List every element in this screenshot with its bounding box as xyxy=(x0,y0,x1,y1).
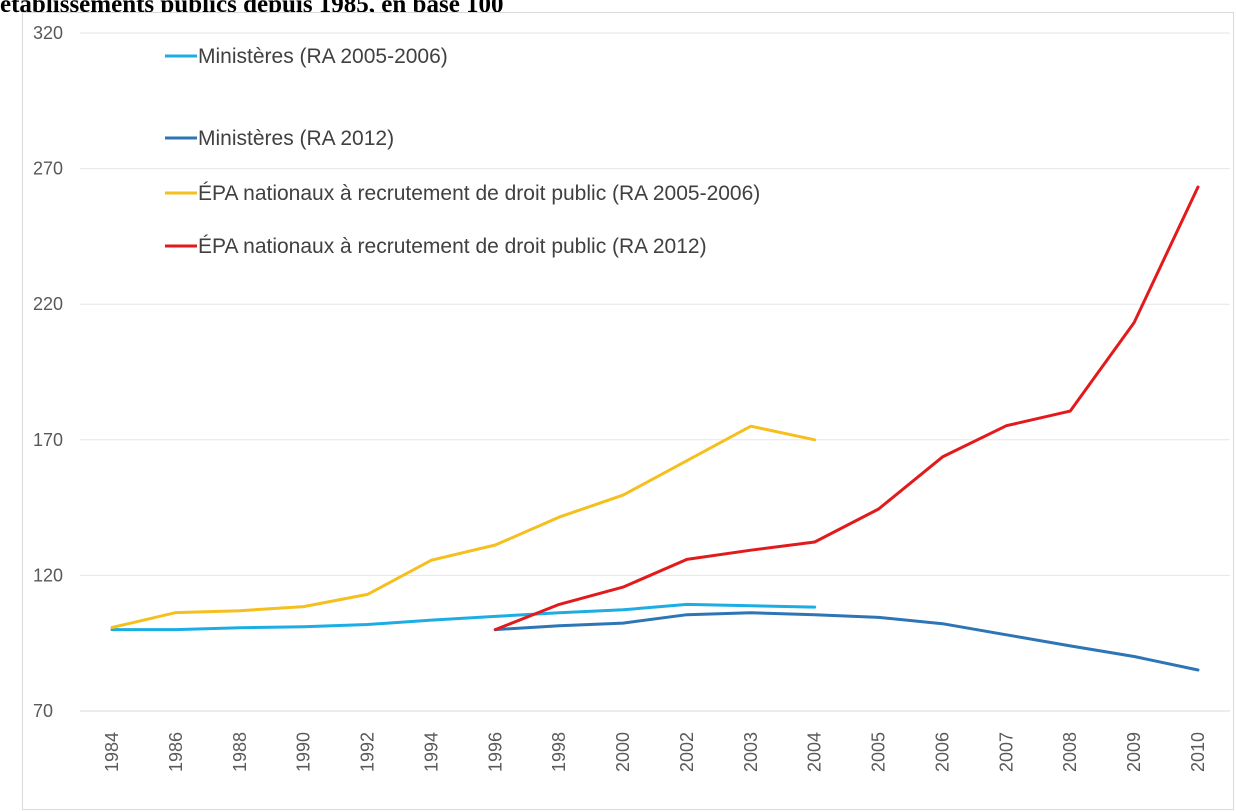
x-tick-label-2003: 2003 xyxy=(741,732,761,772)
y-tick-label-70: 70 xyxy=(33,701,53,721)
y-tick-label-170: 170 xyxy=(33,430,63,450)
legend-label-2: Ministères (RA 2012) xyxy=(198,127,394,150)
legend-label-4: ÉPA nationaux à recrutement de droit pub… xyxy=(198,235,707,258)
chart-frame xyxy=(22,12,1234,810)
legend-label-3: ÉPA nationaux à recrutement de droit pub… xyxy=(198,182,760,205)
y-tick-label-270: 270 xyxy=(33,159,63,179)
series-lines xyxy=(110,185,1200,672)
grid-lines xyxy=(80,32,1230,712)
x-tick-label-1998: 1998 xyxy=(549,732,569,772)
y-tick-label-220: 220 xyxy=(33,294,63,314)
series-line-3 xyxy=(110,424,817,629)
x-tick-label-1992: 1992 xyxy=(358,732,378,772)
x-tick-label-2008: 2008 xyxy=(1060,732,1080,772)
x-tick-label-2000: 2000 xyxy=(613,732,633,772)
x-tick-label-2004: 2004 xyxy=(805,732,825,772)
x-tick-label-1990: 1990 xyxy=(294,732,314,772)
x-tick-label-2005: 2005 xyxy=(869,732,889,772)
x-tick-label-2006: 2006 xyxy=(932,732,952,772)
x-tick-label-2002: 2002 xyxy=(677,732,697,772)
x-tick-label-1984: 1984 xyxy=(102,732,122,772)
x-tick-label-1996: 1996 xyxy=(485,732,505,772)
x-tick-label-2010: 2010 xyxy=(1188,732,1208,772)
y-tick-label-120: 120 xyxy=(33,565,63,585)
x-axis-ticks: 1984 1986 1988 1990 1992 1994 1996 1998 2000 2002… xyxy=(102,732,1208,772)
series-line-2 xyxy=(493,611,1200,672)
x-tick-label-2009: 2009 xyxy=(1124,732,1144,772)
x-tick-label-1994: 1994 xyxy=(421,732,441,772)
legend-label-1: Ministères (RA 2005-2006) xyxy=(198,45,448,68)
y-axis-ticks: 70 120 170 220 270 320 xyxy=(33,23,63,721)
series-line-4 xyxy=(493,185,1200,632)
series-line-1 xyxy=(110,602,817,632)
x-tick-label-1986: 1986 xyxy=(166,732,186,772)
legend: Ministères (RA 2005-2006) Ministères (RA … xyxy=(165,45,760,258)
x-tick-label-1988: 1988 xyxy=(230,732,250,772)
x-tick-label-2007: 2007 xyxy=(996,732,1016,772)
y-tick-label-320: 320 xyxy=(33,23,63,43)
